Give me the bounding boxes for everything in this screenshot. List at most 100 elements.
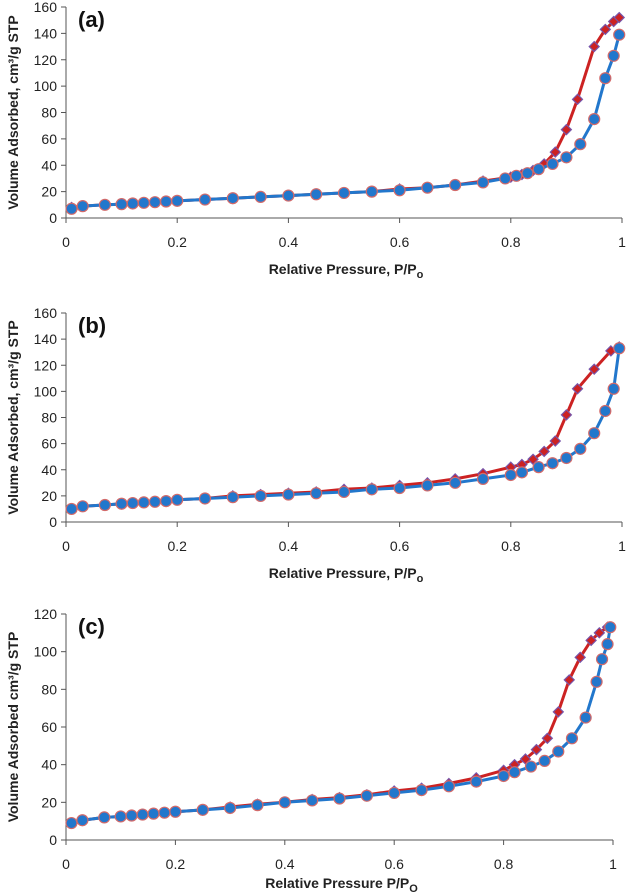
x-axis-label: Relative Pressure, P/Po — [269, 565, 424, 585]
data-point — [98, 498, 112, 512]
x-tick-label: 0.8 — [501, 234, 521, 250]
x-tick-label: 0.6 — [384, 856, 404, 872]
series-0 — [65, 11, 626, 214]
x-axis-label-main: Relative Pressure, P/P — [269, 261, 417, 277]
y-tick-label: 40 — [41, 462, 57, 478]
data-point — [148, 495, 162, 508]
data-point — [115, 497, 128, 510]
data-point — [126, 197, 139, 210]
data-point — [365, 185, 378, 198]
y-tick-label: 140 — [34, 25, 58, 41]
data-point — [171, 493, 184, 506]
x-tick-label: 0.2 — [166, 856, 186, 872]
y-tick-label: 20 — [41, 794, 57, 810]
data-point — [169, 805, 182, 818]
y-tick-label: 80 — [41, 105, 57, 121]
data-point — [530, 743, 543, 756]
series-line — [71, 348, 621, 511]
x-tick-label: 0.6 — [390, 538, 410, 554]
data-point — [65, 816, 78, 830]
y-axis-label: Volume Adsorbed, cm³/g STP — [5, 320, 21, 514]
data-point — [588, 112, 601, 126]
series-line — [71, 34, 621, 211]
data-point — [546, 457, 559, 470]
data-point — [159, 195, 173, 208]
data-point — [601, 638, 614, 651]
x-axis-label-main: Relative Pressure, P/P — [269, 565, 417, 581]
panel-label: (b) — [78, 313, 106, 338]
x-tick-label: 1 — [618, 234, 626, 250]
data-point — [114, 810, 127, 823]
y-axis-label: Volume Adsorbed cm³/g STP — [5, 632, 21, 823]
data-point — [254, 489, 267, 502]
data-point — [421, 181, 434, 194]
data-point — [524, 760, 538, 773]
data-point — [574, 138, 587, 151]
data-point — [527, 453, 539, 466]
data-point — [310, 188, 323, 201]
y-tick-label: 80 — [41, 681, 57, 697]
data-point — [224, 801, 237, 815]
x-axis-label-subscript: o — [417, 573, 424, 585]
data-point — [476, 176, 490, 189]
data-point — [76, 500, 89, 513]
data-point — [337, 485, 351, 499]
x-tick-label: 0.4 — [279, 538, 299, 554]
data-point — [532, 163, 545, 176]
y-tick-label: 20 — [41, 184, 57, 200]
series-1 — [65, 342, 626, 516]
y-tick-label: 20 — [41, 488, 57, 504]
data-point — [508, 766, 521, 779]
data-point — [137, 196, 150, 209]
data-point — [115, 198, 128, 211]
data-point — [499, 172, 512, 185]
y-tick-label: 160 — [34, 0, 58, 15]
x-tick-label: 0.4 — [279, 234, 299, 250]
x-tick-label: 0 — [62, 538, 70, 554]
series-1 — [65, 621, 617, 830]
x-axis-label: Relative Pressure P/PO — [265, 875, 418, 894]
data-point — [552, 745, 565, 758]
data-point — [196, 803, 209, 816]
data-point — [560, 409, 573, 421]
data-point — [613, 11, 626, 24]
chart-panel-1: 0 20 40 60 80 100 120 140 160 0 0.2 0.4 0.6 0.8 1 Relat… — [5, 305, 626, 585]
data-point — [337, 186, 351, 200]
x-tick-label: 1 — [618, 538, 626, 554]
y-tick-label: 120 — [34, 606, 58, 622]
x-axis-label: Relative Pressure, P/Po — [269, 261, 424, 281]
panel-label: (c) — [78, 614, 105, 639]
data-point — [604, 621, 617, 634]
y-tick-label: 0 — [49, 210, 57, 226]
x-tick-label: 0 — [62, 856, 70, 872]
data-point — [98, 198, 112, 211]
data-point — [571, 382, 584, 395]
data-point — [171, 194, 184, 207]
data-point — [515, 466, 529, 479]
data-point — [504, 468, 517, 482]
series-line — [71, 345, 620, 511]
x-tick-label: 0.8 — [494, 856, 514, 872]
data-point — [388, 786, 401, 800]
data-point — [497, 769, 510, 783]
data-point — [538, 445, 551, 458]
y-tick-label: 120 — [34, 52, 58, 68]
data-point — [365, 483, 378, 496]
y-tick-label: 60 — [41, 436, 57, 452]
data-point — [552, 706, 565, 718]
data-point — [613, 28, 626, 41]
data-point — [415, 783, 428, 797]
x-axis-label-subscript: O — [409, 883, 418, 894]
x-tick-label: 1 — [609, 856, 617, 872]
data-point — [607, 382, 620, 395]
data-point — [510, 169, 523, 182]
data-point — [282, 488, 295, 501]
data-point — [65, 502, 78, 516]
x-tick-label: 0.4 — [275, 856, 295, 872]
data-point — [282, 189, 295, 202]
y-tick-label: 100 — [34, 644, 58, 660]
y-tick-label: 120 — [34, 357, 58, 373]
data-point — [125, 809, 138, 822]
data-point — [449, 476, 462, 489]
data-point — [442, 780, 455, 793]
